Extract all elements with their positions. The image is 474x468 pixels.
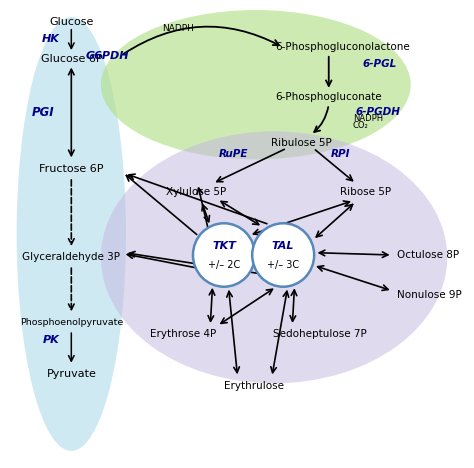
Text: TKT: TKT — [212, 241, 236, 251]
Ellipse shape — [17, 17, 126, 451]
Circle shape — [193, 223, 255, 287]
Text: TAL: TAL — [272, 241, 294, 251]
Text: Ribulose 5P: Ribulose 5P — [271, 138, 332, 148]
Text: 6-PGDH: 6-PGDH — [355, 107, 400, 117]
Text: Erythrulose: Erythrulose — [224, 380, 283, 391]
Text: Phosphoenolpyruvate: Phosphoenolpyruvate — [20, 318, 123, 327]
Text: RPI: RPI — [330, 149, 350, 159]
Text: 6-Phosphogluconate: 6-Phosphogluconate — [275, 92, 382, 102]
Text: NADPH: NADPH — [353, 114, 383, 123]
Text: 6-Phosphogluconolactone: 6-Phosphogluconolactone — [275, 43, 410, 52]
Text: HK: HK — [42, 34, 60, 44]
Text: Sedoheptulose 7P: Sedoheptulose 7P — [273, 329, 366, 339]
Text: 6-PGL: 6-PGL — [363, 58, 397, 69]
Text: RuPE: RuPE — [219, 149, 248, 159]
Text: +/– 2C: +/– 2C — [208, 260, 240, 270]
Text: +/– 3C: +/– 3C — [267, 260, 299, 270]
Text: CO₂: CO₂ — [353, 121, 369, 130]
Ellipse shape — [101, 10, 411, 159]
Text: Glucose: Glucose — [49, 17, 93, 27]
Text: PGI: PGI — [32, 106, 55, 119]
Text: G6PDH: G6PDH — [86, 51, 129, 61]
Text: PK: PK — [43, 335, 59, 345]
Text: Xylulose 5P: Xylulose 5P — [166, 187, 227, 197]
Ellipse shape — [101, 132, 447, 383]
Text: Glyceraldehyde 3P: Glyceraldehyde 3P — [22, 252, 120, 263]
Text: Nonulose 9P: Nonulose 9P — [397, 290, 462, 300]
Text: Pyruvate: Pyruvate — [46, 369, 96, 379]
Circle shape — [252, 223, 314, 287]
Text: Octulose 8P: Octulose 8P — [397, 250, 459, 260]
Text: Glucose 6P: Glucose 6P — [40, 54, 102, 64]
Text: NADPH: NADPH — [163, 24, 194, 33]
Text: Erythrose 4P: Erythrose 4P — [150, 329, 216, 339]
Text: Fructose 6P: Fructose 6P — [39, 164, 103, 174]
Text: Ribose 5P: Ribose 5P — [340, 187, 391, 197]
